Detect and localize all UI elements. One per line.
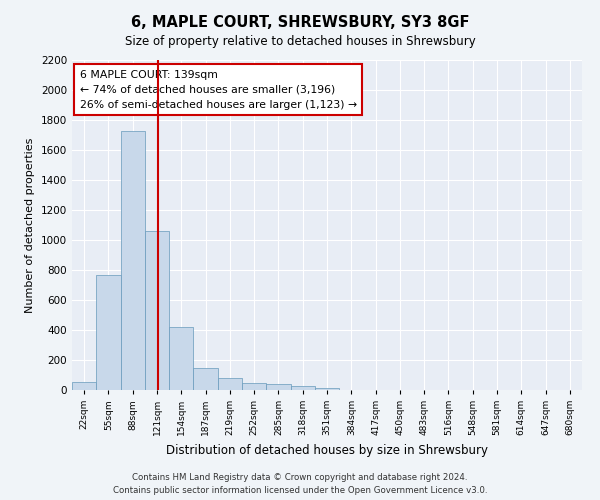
Bar [169,327,193,390]
Bar [266,384,290,390]
Bar [72,382,96,390]
Text: Size of property relative to detached houses in Shrewsbury: Size of property relative to detached ho… [125,35,475,48]
Text: 6 MAPLE COURT: 139sqm
← 74% of detached houses are smaller (3,196)
26% of semi-d: 6 MAPLE COURT: 139sqm ← 74% of detached … [80,70,357,110]
Bar [218,378,242,390]
Bar [121,130,145,390]
Bar [290,386,315,390]
Bar [242,383,266,390]
Text: 6, MAPLE COURT, SHREWSBURY, SY3 8GF: 6, MAPLE COURT, SHREWSBURY, SY3 8GF [131,15,469,30]
Y-axis label: Number of detached properties: Number of detached properties [25,138,35,312]
Text: Contains HM Land Registry data © Crown copyright and database right 2024.
Contai: Contains HM Land Registry data © Crown c… [113,474,487,495]
Bar [315,388,339,390]
X-axis label: Distribution of detached houses by size in Shrewsbury: Distribution of detached houses by size … [166,444,488,456]
Bar [96,274,121,390]
Bar [145,231,169,390]
Bar [193,368,218,390]
